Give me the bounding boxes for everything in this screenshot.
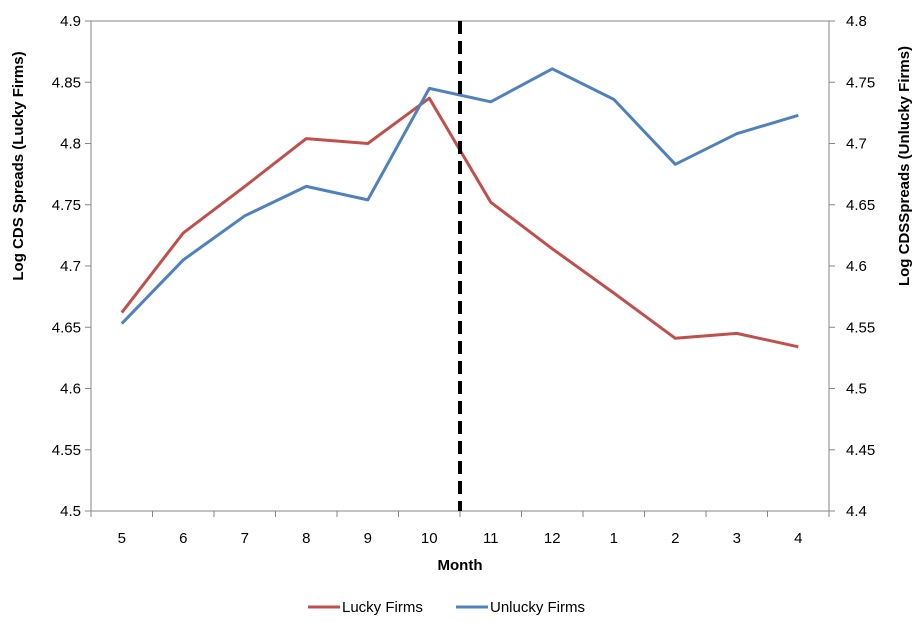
x-tick-label: 12 [544, 530, 561, 547]
x-tick-label: 4 [794, 530, 802, 547]
left-tick-label: 4.9 [60, 13, 81, 30]
legend-label-lucky: Lucky Firms [342, 599, 423, 616]
x-tick-label: 3 [733, 530, 741, 547]
right-tick-label: 4.75 [846, 74, 875, 91]
right-tick-label: 4.5 [846, 381, 867, 398]
x-tick-label: 9 [364, 530, 372, 547]
x-tick-label: 2 [671, 530, 679, 547]
x-tick-label: 7 [241, 530, 249, 547]
x-tick-label: 5 [118, 530, 126, 547]
right-tick-label: 4.55 [846, 319, 875, 336]
left-tick-label: 4.65 [52, 319, 81, 336]
left-axis-ticks: 4.5 4.55 4.6 4.65 4.7 4.75 4.8 4.85 4.9 [52, 13, 91, 520]
x-tick-label: 8 [302, 530, 310, 547]
right-tick-label: 4.4 [846, 503, 867, 520]
right-axis-ticks: 4.4 4.45 4.5 4.55 4.6 4.65 4.7 4.75 4.8 [829, 13, 875, 520]
left-tick-label: 4.85 [52, 74, 81, 91]
x-tick-label: 10 [421, 530, 438, 547]
x-axis-title: Month [438, 557, 483, 574]
left-tick-label: 4.6 [60, 381, 81, 398]
right-tick-label: 4.8 [846, 13, 867, 30]
right-tick-label: 4.6 [846, 258, 867, 275]
left-tick-label: 4.7 [60, 258, 81, 275]
series-line-unlucky-firms [120, 67, 799, 325]
legend-label-unlucky: Unlucky Firms [490, 599, 585, 616]
left-tick-label: 4.8 [60, 136, 81, 153]
right-axis-title: Log CDSSpreads (Unlucky Firms) [896, 46, 913, 286]
x-axis-ticks: 5 6 7 8 9 10 11 12 1 2 3 4 [90, 511, 830, 547]
x-tick-label: 6 [179, 530, 187, 547]
right-tick-label: 4.45 [846, 442, 875, 459]
left-tick-label: 4.55 [52, 442, 81, 459]
right-tick-label: 4.7 [846, 136, 867, 153]
left-tick-label: 4.5 [60, 503, 81, 520]
right-tick-label: 4.65 [846, 197, 875, 214]
legend: Lucky Firms Unlucky Firms [308, 599, 585, 616]
x-tick-label: 11 [483, 530, 499, 547]
left-tick-label: 4.75 [52, 197, 81, 214]
left-axis-title: Log CDS Spreads (Lucky Firms) [10, 51, 27, 280]
x-tick-label: 1 [610, 530, 618, 547]
